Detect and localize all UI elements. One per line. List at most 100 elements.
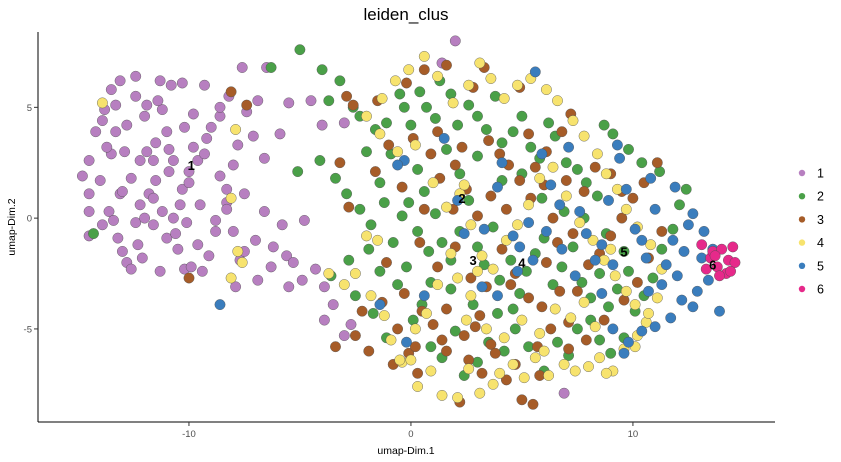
point-cluster-1-84 (181, 217, 193, 229)
point-cluster-4-74 (547, 161, 559, 173)
point-cluster-2-45 (418, 186, 430, 197)
legend-key-5 (798, 262, 806, 269)
point-cluster-3-55 (523, 128, 534, 140)
point-cluster-2-64 (576, 276, 588, 288)
point-cluster-1-106 (154, 265, 166, 277)
point-cluster-1-27 (192, 155, 204, 166)
point-cluster-5-20 (596, 239, 608, 251)
point-cluster-4-97 (472, 265, 483, 277)
point-cluster-2-17 (445, 88, 457, 100)
point-cluster-1-20 (156, 206, 168, 217)
point-cluster-1-72 (105, 84, 117, 96)
point-cluster-5-63 (401, 336, 412, 348)
point-cluster-4-92 (534, 327, 546, 339)
point-cluster-5-39 (703, 274, 714, 286)
point-cluster-4-19 (452, 392, 463, 403)
point-cluster-1-107 (192, 239, 204, 251)
point-cluster-1-2 (83, 188, 95, 200)
point-cluster-3-17 (516, 394, 528, 406)
point-cluster-4-0 (97, 97, 108, 109)
point-cluster-4-90 (498, 332, 510, 344)
point-cluster-1-92 (141, 99, 153, 111)
point-cluster-4-28 (558, 358, 570, 370)
point-cluster-4-103 (538, 345, 550, 357)
point-cluster-4-51 (485, 73, 497, 84)
point-cluster-2-126 (467, 299, 479, 310)
point-cluster-2-21 (480, 124, 492, 135)
point-cluster-2-92 (449, 325, 461, 337)
point-cluster-5-15 (554, 199, 566, 211)
point-cluster-3-52 (456, 141, 468, 153)
point-cluster-5-22 (607, 259, 619, 271)
point-cluster-2-80 (607, 128, 619, 140)
point-cluster-1-49 (338, 330, 350, 341)
series-5 (214, 66, 725, 359)
point-cluster-2-110 (412, 163, 423, 175)
point-cluster-5-6 (478, 223, 490, 235)
point-cluster-4-69 (487, 263, 499, 275)
point-cluster-1-95 (252, 95, 264, 107)
x-tick-label: 10 (628, 429, 639, 440)
point-cluster-4-54 (447, 97, 459, 109)
y-tick-label: 5 (27, 103, 32, 114)
point-cluster-1-108 (221, 203, 233, 215)
point-cluster-1-4 (94, 175, 106, 186)
point-cluster-4-5 (225, 272, 237, 284)
legend-key-2 (798, 193, 806, 200)
point-cluster-4-79 (609, 270, 621, 282)
point-cluster-1-93 (119, 146, 131, 158)
point-cluster-4-94 (565, 312, 577, 324)
point-cluster-2-123 (401, 261, 412, 273)
point-cluster-1-36 (247, 130, 259, 142)
point-cluster-4-31 (594, 352, 605, 364)
point-cluster-4-73 (534, 172, 546, 184)
point-cluster-1-110 (196, 265, 208, 277)
point-cluster-1-3 (83, 155, 95, 166)
point-cluster-2-22 (489, 90, 501, 102)
point-cluster-3-2 (241, 99, 253, 111)
point-cluster-3-38 (418, 203, 430, 215)
point-cluster-1-100 (298, 214, 310, 226)
point-cluster-4-44 (578, 130, 590, 142)
point-cluster-3-35 (343, 201, 355, 213)
point-cluster-2-87 (392, 279, 403, 290)
point-cluster-5-4 (452, 194, 463, 206)
point-cluster-4-87 (394, 354, 406, 366)
point-cluster-1-46 (310, 263, 321, 275)
point-cluster-6-10 (725, 265, 736, 277)
point-cluster-1-43 (281, 250, 292, 262)
point-cluster-5-56 (618, 347, 630, 359)
point-cluster-3-77 (554, 285, 566, 297)
point-cluster-3-13 (458, 330, 470, 341)
point-cluster-2-18 (452, 119, 463, 131)
point-cluster-3-103 (489, 347, 501, 359)
point-cluster-4-50 (498, 93, 510, 104)
point-cluster-2-46 (423, 245, 435, 257)
point-cluster-2-25 (516, 110, 528, 122)
point-cluster-1-25 (176, 183, 188, 195)
point-cluster-3-66 (347, 99, 359, 111)
point-cluster-2-52 (472, 241, 483, 253)
point-cluster-1-124 (210, 214, 222, 226)
point-cluster-1-98 (267, 241, 279, 253)
point-cluster-3-25 (605, 230, 617, 242)
point-cluster-5-50 (556, 243, 568, 255)
point-cluster-2-41 (387, 237, 399, 248)
point-cluster-4-27 (543, 370, 554, 381)
point-cluster-2-125 (445, 283, 457, 295)
point-cluster-1-69 (199, 148, 210, 160)
point-cluster-4-86 (409, 323, 421, 335)
point-cluster-5-36 (691, 285, 703, 297)
legend-label-6: 6 (817, 283, 824, 297)
point-cluster-1-116 (150, 137, 162, 149)
point-cluster-1-53 (283, 97, 295, 109)
point-cluster-3-26 (616, 212, 628, 224)
point-cluster-1-63 (161, 126, 173, 138)
point-cluster-4-57 (403, 64, 415, 76)
point-cluster-5-58 (687, 208, 699, 220)
point-cluster-5-51 (541, 225, 552, 237)
point-cluster-1-119 (97, 219, 108, 231)
point-cluster-3-45 (514, 175, 526, 186)
point-cluster-4-45 (567, 115, 579, 127)
